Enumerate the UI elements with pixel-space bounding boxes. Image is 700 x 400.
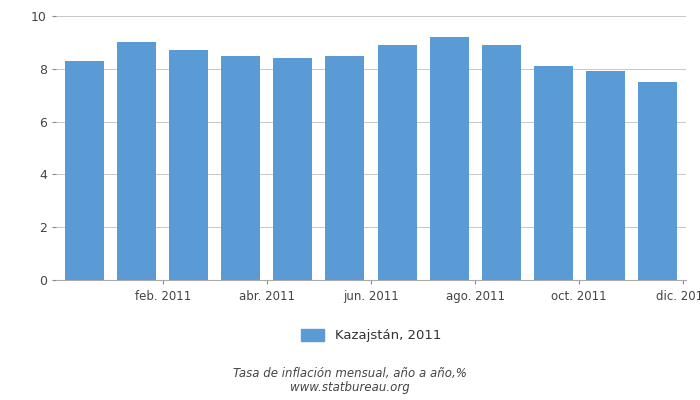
Bar: [586, 72, 625, 280]
Text: Tasa de inflación mensual, año a año,%: Tasa de inflación mensual, año a año,%: [233, 368, 467, 380]
Bar: [274, 58, 312, 280]
Text: www.statbureau.org: www.statbureau.org: [290, 382, 410, 394]
Bar: [169, 50, 209, 280]
Bar: [326, 56, 365, 280]
Bar: [533, 66, 573, 280]
Bar: [482, 45, 521, 280]
Bar: [65, 61, 104, 280]
Legend: Kazajstán, 2011: Kazajstán, 2011: [301, 329, 441, 342]
Bar: [221, 56, 260, 280]
Bar: [117, 42, 156, 280]
Bar: [430, 37, 468, 280]
Bar: [638, 82, 677, 280]
Bar: [377, 45, 416, 280]
